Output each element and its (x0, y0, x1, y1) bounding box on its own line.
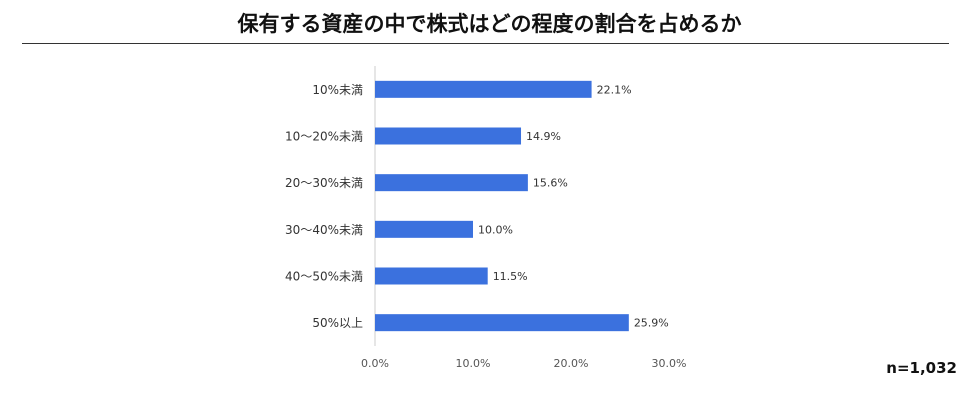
category-label: 40～50%未満 (285, 270, 363, 284)
category-label: 10%未満 (312, 83, 363, 97)
bar-2 (375, 127, 522, 145)
data-label: 15.6% (533, 177, 568, 190)
title-underline (22, 43, 949, 44)
data-label: 22.1% (597, 83, 632, 96)
bar-3 (375, 174, 528, 192)
data-label: 14.9% (526, 130, 561, 143)
x-tick-label: 30.0% (652, 357, 687, 370)
bar-5 (375, 267, 488, 285)
x-tick-label: 10.0% (456, 357, 491, 370)
bar-6 (375, 314, 629, 332)
category-label: 50%以上 (312, 316, 363, 330)
chart-title: 保有する資産の中で株式はどの程度の割合を占めるか (237, 12, 742, 36)
category-label: 10～20%未満 (285, 130, 363, 144)
category-label: 20～30%未満 (285, 176, 363, 190)
category-label: 30～40%未満 (285, 223, 363, 237)
x-tick-label: 0.0% (361, 357, 389, 370)
sample-size-label: n=1,032 (886, 359, 957, 377)
bar-4 (375, 220, 473, 238)
x-tick-label: 20.0% (554, 357, 589, 370)
bar-1 (375, 80, 592, 98)
data-label: 25.9% (634, 317, 669, 330)
data-label: 10.0% (478, 223, 513, 236)
data-label: 11.5% (493, 270, 528, 283)
